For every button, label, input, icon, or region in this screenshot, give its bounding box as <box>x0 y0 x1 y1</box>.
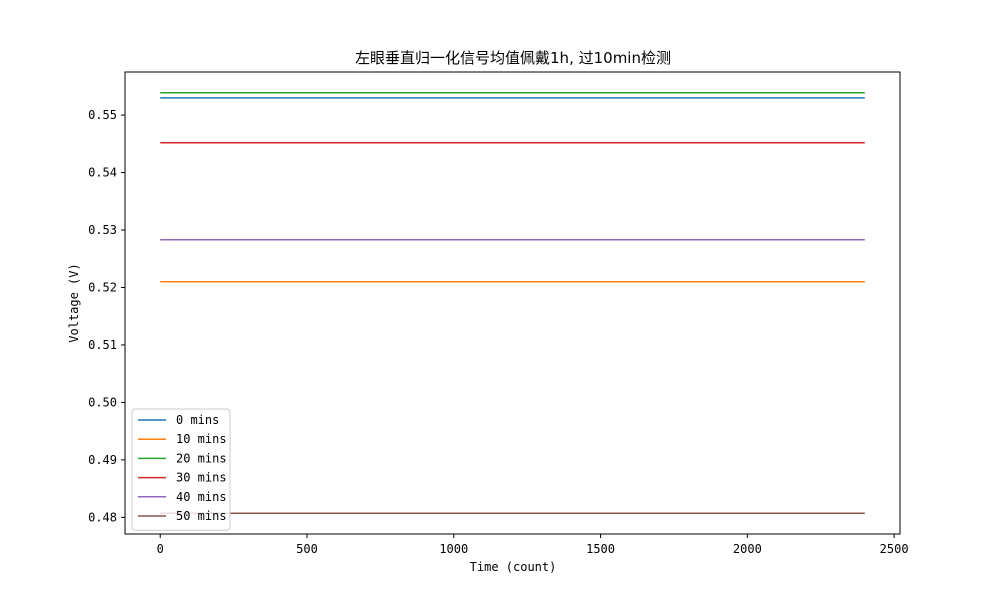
x-axis: 0 500 1000 1500 2000 2500 <box>157 534 909 556</box>
legend-label-5: 50 mins <box>176 509 227 523</box>
y-tick-label: 0.55 <box>88 108 117 122</box>
legend-label-2: 20 mins <box>176 451 227 465</box>
x-tick-label: 1000 <box>439 542 468 556</box>
x-tick-label: 2500 <box>880 542 909 556</box>
legend-label-3: 30 mins <box>176 471 227 485</box>
y-tick-label: 0.49 <box>88 453 117 467</box>
y-axis-label: Voltage (V) <box>67 263 81 342</box>
legend-label-4: 40 mins <box>176 490 227 504</box>
plot-frame <box>124 71 901 535</box>
x-tick-label: 1500 <box>586 542 615 556</box>
chart-title: 左眼垂直归一化信号均值佩戴1h, 过10min检测 <box>355 49 671 67</box>
y-tick-label: 0.54 <box>88 166 117 180</box>
legend-label-1: 10 mins <box>176 432 227 446</box>
x-tick-label: 500 <box>296 542 318 556</box>
x-tick-label: 2000 <box>733 542 762 556</box>
y-tick-label: 0.51 <box>88 338 117 352</box>
y-tick-label: 0.50 <box>88 395 117 409</box>
legend: 0 mins 10 mins 20 mins 30 mins 40 mins 50 min… <box>131 408 231 531</box>
y-tick-label: 0.48 <box>88 510 117 524</box>
y-tick-label: 0.53 <box>88 223 117 237</box>
x-axis-label: Time (count) <box>470 560 557 574</box>
y-tick-label: 0.52 <box>88 280 117 294</box>
series-lines <box>160 91 865 515</box>
y-axis: 0.48 0.49 0.50 0.51 0.52 0.53 0.54 0.55 <box>88 108 125 524</box>
legend-label-0: 0 mins <box>176 413 219 427</box>
x-tick-label: 0 <box>157 542 164 556</box>
